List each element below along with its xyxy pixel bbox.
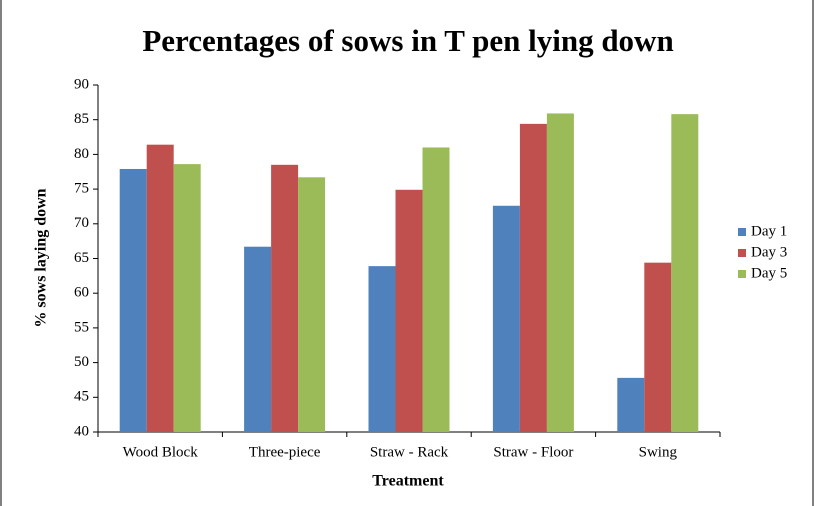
bar <box>244 246 272 432</box>
y-tick-label: 75 <box>74 181 89 197</box>
bar <box>298 177 326 432</box>
legend-label: Day 5 <box>751 265 787 281</box>
bar <box>519 123 547 432</box>
bar <box>617 377 645 432</box>
bar <box>546 113 574 432</box>
x-tick-label: Wood Block <box>123 444 199 460</box>
y-tick-label: 70 <box>74 215 89 231</box>
legend-label: Day 1 <box>751 223 787 239</box>
bar <box>492 205 520 432</box>
bar <box>395 189 423 432</box>
y-tick-label: 90 <box>74 76 89 92</box>
x-tick-label: Three-piece <box>249 444 321 460</box>
bar <box>271 164 299 432</box>
x-tick-label: Straw - Rack <box>370 444 449 460</box>
y-axis-title: % sows laying down <box>33 188 50 327</box>
x-axis-title: Treatment <box>372 473 444 490</box>
bar <box>671 114 699 432</box>
bar <box>422 147 450 432</box>
chart-title: Percentages of sows in T pen lying down <box>142 23 673 58</box>
x-tick-label: Swing <box>639 444 678 460</box>
y-tick-label: 40 <box>74 423 89 439</box>
y-tick-label: 65 <box>74 250 89 266</box>
legend-swatch <box>738 270 746 278</box>
bar <box>146 144 174 432</box>
legend-swatch <box>738 228 746 236</box>
bar <box>644 262 672 432</box>
y-tick-label: 50 <box>74 354 89 370</box>
y-tick-label: 45 <box>74 389 89 405</box>
y-tick-label: 60 <box>74 285 89 301</box>
bar <box>119 168 147 432</box>
legend-label: Day 3 <box>751 244 787 260</box>
y-tick-label: 80 <box>74 146 89 162</box>
x-tick-label: Straw - Floor <box>493 444 573 460</box>
y-tick-label: 55 <box>74 319 89 335</box>
bar <box>173 164 201 432</box>
bar <box>368 266 396 432</box>
legend-swatch <box>738 249 746 257</box>
y-tick-label: 85 <box>74 111 89 127</box>
